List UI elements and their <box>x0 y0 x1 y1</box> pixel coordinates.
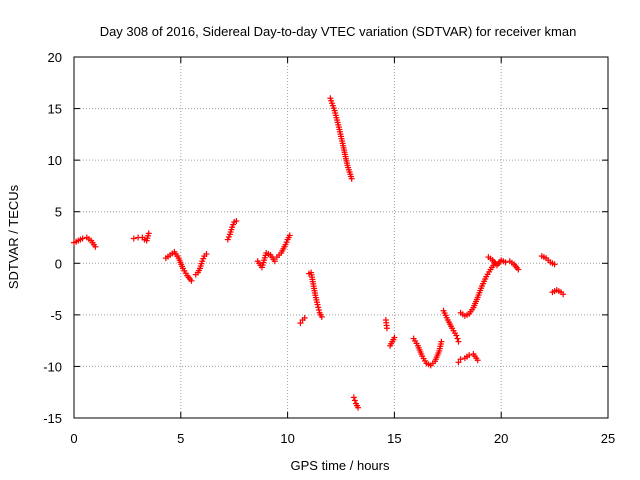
series-seg19 <box>485 254 522 273</box>
series-seg5 <box>224 217 240 243</box>
series-seg11 <box>350 394 362 411</box>
series-seg7 <box>273 232 293 261</box>
data-point <box>318 313 325 320</box>
data-point <box>297 320 304 327</box>
series-seg21 <box>549 287 567 298</box>
series-seg12 <box>382 317 390 332</box>
series-seg1 <box>71 234 99 250</box>
data-point <box>502 259 509 266</box>
data-point <box>188 277 195 284</box>
series-seg6 <box>254 249 278 271</box>
y-tick-label: 0 <box>55 256 62 271</box>
axis-ticks <box>73 56 609 419</box>
series-seg14 <box>410 335 445 369</box>
series-seg8 <box>297 314 308 327</box>
series-seg15 <box>440 307 462 345</box>
data-point <box>301 314 308 321</box>
x-tick-label: 0 <box>70 431 77 446</box>
data-point <box>203 251 210 258</box>
y-tick-labels: -15 -10 -5 0 5 10 15 20 <box>43 50 62 426</box>
data-point <box>455 338 462 345</box>
series-seg17 <box>461 351 481 364</box>
series-seg16 <box>455 356 464 366</box>
series-seg18 <box>457 260 498 319</box>
data-point <box>474 357 481 364</box>
data-point <box>348 175 355 182</box>
y-tick-label: 5 <box>55 205 62 220</box>
series-seg9 <box>305 269 325 320</box>
data-point <box>355 404 362 411</box>
data-point <box>271 258 278 265</box>
y-tick-label: -5 <box>50 308 62 323</box>
data-point <box>145 230 152 237</box>
data-point <box>315 307 322 314</box>
series-seg3 <box>162 248 195 284</box>
series-seg4 <box>192 251 210 278</box>
data-point <box>79 235 86 242</box>
data-point <box>350 394 357 401</box>
data-point <box>560 291 567 298</box>
data-point <box>455 359 462 366</box>
x-axis-label: GPS time / hours <box>291 458 390 473</box>
y-tick-label: 15 <box>48 102 62 117</box>
series-seg20 <box>538 253 558 268</box>
grid <box>74 57 608 418</box>
plot-frame <box>73 56 609 419</box>
data-point <box>454 335 461 342</box>
data-point <box>438 338 445 345</box>
data-point <box>314 301 321 308</box>
data-series <box>71 95 567 411</box>
x-tick-label: 20 <box>494 431 508 446</box>
data-point <box>391 334 398 341</box>
data-point <box>466 352 473 359</box>
chart-title: Day 308 of 2016, Sidereal Day-to-day VTE… <box>100 24 577 39</box>
y-tick-label: 20 <box>48 50 62 65</box>
y-axis-label: SDTVAR / TECUs <box>6 184 21 289</box>
data-point <box>383 325 390 332</box>
data-point <box>351 397 358 404</box>
y-tick-label: 10 <box>48 153 62 168</box>
series-seg2 <box>130 230 152 244</box>
data-point <box>315 304 322 311</box>
data-point <box>453 332 460 339</box>
x-tick-label: 5 <box>177 431 184 446</box>
data-point <box>551 261 558 268</box>
data-point <box>233 217 240 224</box>
data-point <box>92 243 99 250</box>
x-tick-label: 15 <box>387 431 401 446</box>
data-point <box>515 266 522 273</box>
y-tick-label: -10 <box>43 359 62 374</box>
data-point <box>130 235 137 242</box>
data-point <box>286 232 293 239</box>
y-tick-label: -15 <box>43 411 62 426</box>
x-tick-labels: 0 5 10 15 20 25 <box>70 431 615 446</box>
data-point <box>457 356 464 363</box>
x-tick-label: 10 <box>280 431 294 446</box>
series-seg13 <box>387 334 398 349</box>
series-seg10 <box>327 95 355 182</box>
x-tick-label: 25 <box>601 431 615 446</box>
